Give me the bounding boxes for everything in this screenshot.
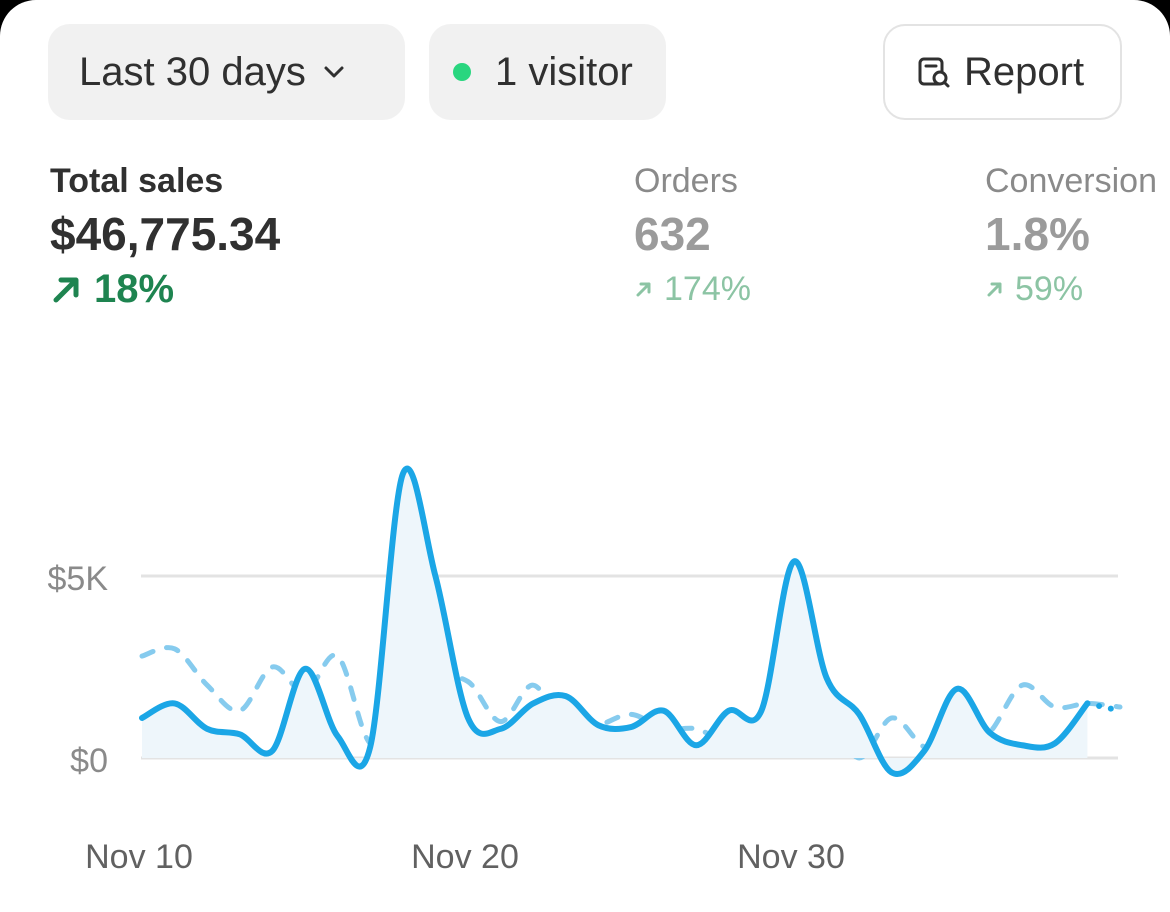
arrow-up-right-icon	[53, 277, 79, 303]
y-tick-label: $0	[70, 742, 108, 780]
report-button[interactable]: Report	[883, 24, 1122, 120]
date-range-label: Last 30 days	[79, 49, 306, 94]
report-search-icon	[918, 57, 950, 88]
metric-change-value: 18%	[94, 267, 175, 311]
x-tick-label: Nov 30	[737, 838, 845, 876]
metric-value: 1.8%	[985, 208, 1090, 260]
metric-value: 632	[634, 208, 711, 260]
metric-change-value: 174%	[664, 270, 751, 308]
x-tick-label: Nov 20	[411, 838, 519, 876]
metric-conversion[interactable]: Conversion 1.8% 59%	[985, 158, 1157, 314]
date-range-selector[interactable]: Last 30 days	[48, 24, 405, 120]
chevron-down-icon	[324, 66, 344, 78]
live-visitors-button[interactable]: 1 visitor	[429, 24, 666, 120]
current-period-line	[139, 465, 1091, 777]
metric-label: Total sales	[50, 162, 224, 200]
metric-change: 59%	[985, 264, 1157, 314]
metric-change: 174%	[634, 264, 751, 314]
arrow-up-right-icon	[987, 282, 1002, 297]
report-label: Report	[964, 49, 1085, 94]
metric-orders[interactable]: Orders 632 174%	[634, 158, 751, 314]
metric-label: Conversion	[985, 162, 1157, 200]
arrow-up-right-icon	[636, 282, 651, 297]
live-dot-icon	[453, 63, 471, 81]
metric-total-sales[interactable]: Total sales $46,775.34 18%	[50, 158, 280, 314]
y-tick-label: $5K	[48, 560, 109, 598]
metric-value: $46,775.34	[50, 208, 281, 260]
metric-change: 18%	[50, 264, 280, 314]
visitors-label: 1 visitor	[495, 49, 633, 94]
metric-label: Orders	[634, 162, 738, 200]
x-tick-label: Nov 10	[85, 838, 193, 876]
metric-change-value: 59%	[1015, 270, 1084, 308]
